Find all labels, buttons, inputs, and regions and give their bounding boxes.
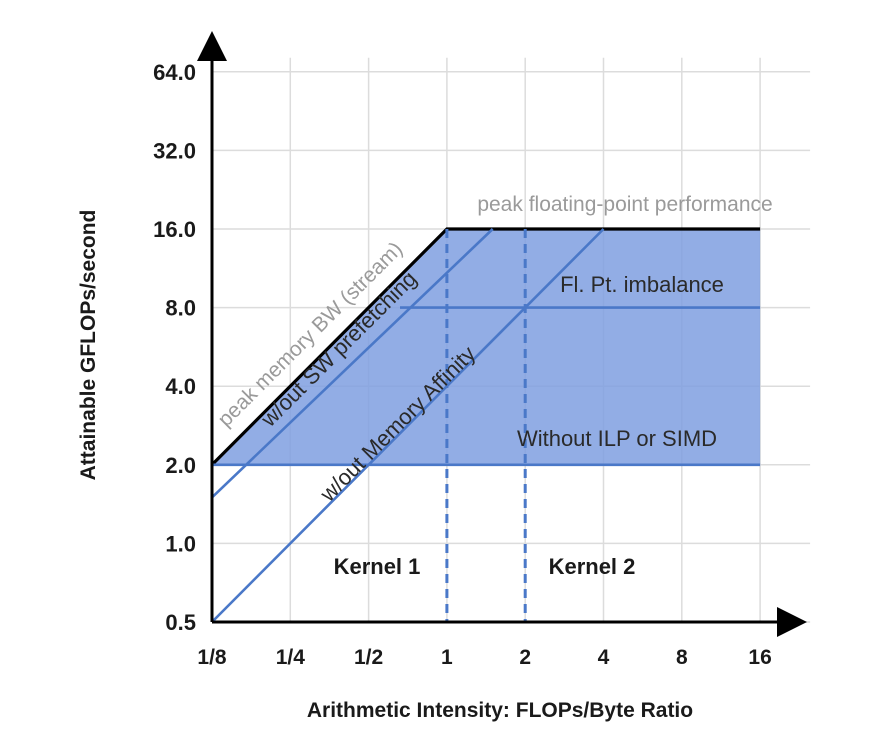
- x-axis-title: Arithmetic Intensity: FLOPs/Byte Ratio: [307, 699, 693, 722]
- peak-fp-label: peak floating-point performance: [477, 193, 772, 216]
- no-ilp-label: Without ILP or SIMD: [517, 426, 717, 451]
- y-axis-title: Attainable GFLOPs/second: [77, 210, 100, 481]
- x-tick-label: 2: [519, 646, 531, 669]
- x-tick-label: 1/2: [354, 646, 383, 669]
- fp-imbalance-label: Fl. Pt. imbalance: [560, 272, 724, 297]
- y-tick-label: 0.5: [165, 610, 196, 635]
- y-tick-label: 16.0: [153, 217, 196, 242]
- series-line-2: [211, 228, 605, 623]
- x-tick-label: 16: [748, 646, 771, 669]
- kernel-markers: [445, 229, 527, 622]
- x-tick-labels: 1/8 1/4 1/2 1 2 4 8 16: [197, 646, 771, 669]
- kernel-1-label: Kernel 1: [334, 554, 421, 579]
- x-tick-label: 1/8: [197, 646, 227, 669]
- series-line-1: [211, 228, 494, 499]
- y-tick-labels: 0.5 1.0 2.0 4.0 8.0 16.0 32.0 64.0: [153, 60, 196, 635]
- kernel-2-label: Kernel 2: [549, 554, 636, 579]
- y-tick-label: 8.0: [165, 296, 196, 321]
- x-tick-label: 4: [598, 646, 610, 669]
- y-tick-label: 2.0: [165, 453, 196, 478]
- x-tick-label: 8: [676, 646, 688, 669]
- x-tick-label: 1: [441, 646, 453, 669]
- x-tick-label: 1/4: [276, 646, 306, 669]
- y-tick-label: 64.0: [153, 60, 196, 85]
- y-tick-label: 32.0: [153, 138, 196, 163]
- y-tick-label: 1.0: [165, 531, 196, 556]
- y-tick-label: 4.0: [165, 374, 196, 399]
